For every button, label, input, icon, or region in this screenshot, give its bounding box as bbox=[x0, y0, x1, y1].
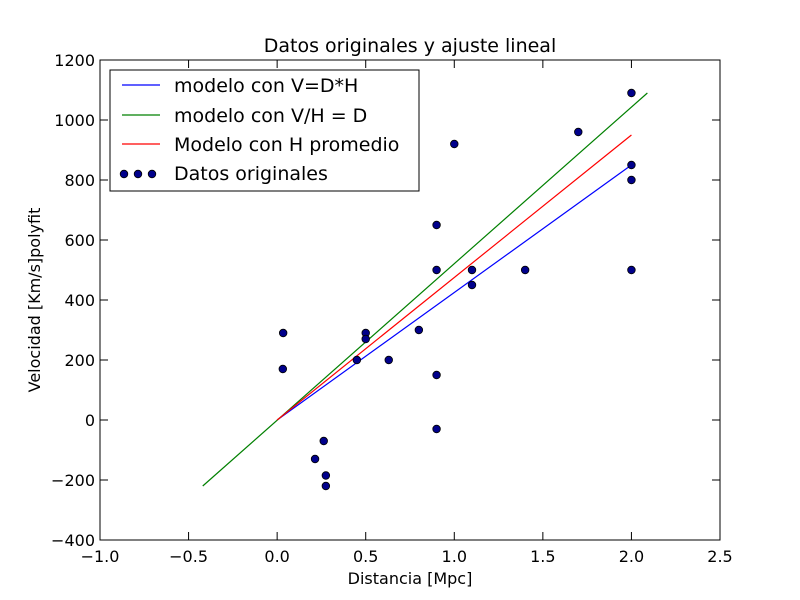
model-lines bbox=[202, 92, 648, 487]
legend-box bbox=[109, 69, 420, 192]
y-tick-label: 800 bbox=[64, 171, 95, 190]
data-point bbox=[352, 355, 362, 365]
y-tick-label: 1200 bbox=[54, 51, 95, 70]
x-tick-labels: −1.0 −0.5 0.0 0.5 1.0 1.5 2.0 2.5 bbox=[81, 547, 733, 566]
x-tick-label: 1.0 bbox=[442, 547, 467, 566]
data-point bbox=[278, 328, 288, 338]
y-tick-label: −400 bbox=[51, 531, 95, 550]
data-point bbox=[321, 471, 331, 480]
model-line-1 bbox=[276, 164, 632, 421]
legend-label: Modelo con H promedio bbox=[174, 134, 399, 156]
data-point bbox=[432, 265, 441, 275]
data-point bbox=[467, 265, 477, 275]
y-tick-label: −200 bbox=[51, 471, 95, 490]
chart-title: Datos originales y ajuste lineal bbox=[264, 35, 556, 57]
data-point bbox=[319, 436, 328, 446]
data-point bbox=[432, 424, 441, 434]
x-tick-label: 2.5 bbox=[707, 547, 732, 566]
model-line-3 bbox=[276, 134, 632, 421]
legend-marker-swatch bbox=[133, 169, 143, 179]
data-point bbox=[321, 481, 331, 491]
y-tick-label: 200 bbox=[64, 351, 95, 370]
model-line-2 bbox=[202, 92, 648, 487]
y-tick-label: 1000 bbox=[54, 111, 95, 130]
data-points bbox=[278, 88, 636, 491]
legend-label: modelo con V/H = D bbox=[174, 105, 367, 127]
data-point bbox=[520, 265, 530, 275]
axis-ticks bbox=[99, 59, 721, 541]
legend: modelo con V=D*H modelo con V/H = D Modelo… bbox=[109, 69, 420, 192]
x-tick-label: 2.0 bbox=[619, 547, 644, 566]
data-point bbox=[384, 355, 393, 365]
data-point bbox=[361, 334, 370, 344]
data-point bbox=[450, 139, 459, 149]
x-tick-label: 0.0 bbox=[264, 547, 289, 566]
y-tick-label: 0 bbox=[85, 411, 95, 430]
data-point bbox=[627, 160, 636, 170]
x-axis-label: Distancia [Mpc] bbox=[348, 569, 473, 588]
legend-marker-swatch bbox=[147, 169, 157, 179]
data-point bbox=[414, 325, 424, 335]
x-tick-label: 0.5 bbox=[353, 547, 378, 566]
data-point bbox=[278, 364, 288, 374]
data-point bbox=[627, 175, 636, 185]
data-point bbox=[574, 127, 583, 137]
x-tick-label: −1.0 bbox=[81, 547, 120, 566]
x-tick-label: 1.5 bbox=[530, 547, 555, 566]
plot-frame bbox=[99, 59, 721, 541]
legend-items: modelo con V=D*H modelo con V/H = D Modelo… bbox=[119, 75, 399, 185]
legend-marker-swatch bbox=[119, 169, 129, 179]
legend-label: Datos originales bbox=[174, 163, 328, 185]
legend-label: modelo con V=D*H bbox=[174, 75, 358, 97]
data-point bbox=[432, 370, 441, 380]
data-point bbox=[310, 454, 320, 464]
data-point bbox=[627, 265, 636, 275]
y-tick-label: 600 bbox=[64, 231, 95, 250]
data-point bbox=[432, 220, 441, 230]
x-tick-label: −0.5 bbox=[169, 547, 208, 566]
data-point bbox=[627, 88, 636, 98]
data-point bbox=[467, 280, 477, 290]
y-tick-labels: −400 −200 0 200 400 600 800 1000 1200 bbox=[51, 51, 95, 550]
y-tick-label: 400 bbox=[64, 291, 95, 310]
y-axis-label: Velocidad [Km/s]polyfit bbox=[25, 208, 44, 393]
